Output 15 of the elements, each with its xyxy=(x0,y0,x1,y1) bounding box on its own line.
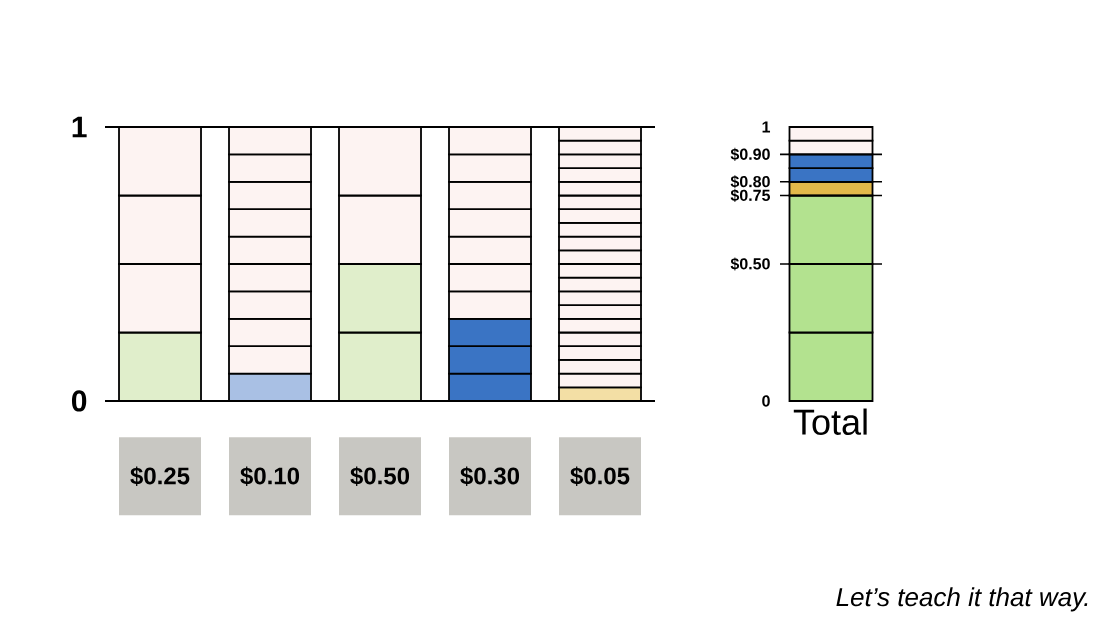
y-tick-label: $0.90 xyxy=(730,147,770,161)
x-tick-label: $0.50 xyxy=(350,466,410,486)
x-tick-label: $0.05 xyxy=(570,466,630,486)
x-tick-label: Total xyxy=(793,408,867,435)
y-tick-label: 0 xyxy=(71,390,87,412)
y-tick-label: $0.80 xyxy=(730,175,770,189)
text: Let’s teach it that way. xyxy=(836,587,1088,612)
x-tick-label: $0.25 xyxy=(130,466,190,486)
y-tick-label: 1 xyxy=(762,121,771,133)
y-tick-label: $0.75 xyxy=(730,188,771,203)
x-tick-label: $0.10 xyxy=(240,466,300,486)
y-tick-label: 1 xyxy=(72,116,87,138)
x-tick-label: $0.30 xyxy=(460,466,520,486)
y-tick-label: $0.50 xyxy=(730,257,770,271)
y-tick-label: 0 xyxy=(762,395,770,407)
